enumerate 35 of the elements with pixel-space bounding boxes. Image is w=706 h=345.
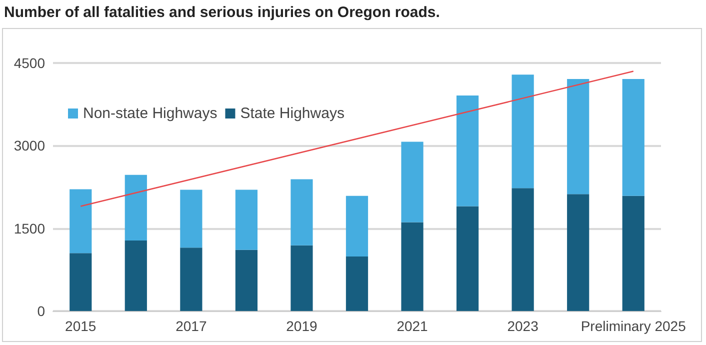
y-tick-label: 1500 [14, 220, 46, 236]
bar [456, 206, 479, 311]
y-tick-label: 4500 [14, 55, 46, 71]
bar [456, 96, 479, 206]
x-tick-label: 2023 [507, 318, 539, 334]
legend-label: Non-state Highways [83, 105, 218, 122]
bar [124, 240, 147, 311]
legend-label: State Highways [240, 105, 344, 122]
bar [70, 189, 92, 254]
bar [346, 196, 368, 256]
bar [180, 248, 202, 311]
y-tick-label: 0 [37, 303, 46, 319]
bar [622, 78, 644, 196]
bar [235, 250, 258, 311]
bar [180, 190, 202, 248]
bar [567, 194, 590, 311]
x-tick-label: 2015 [65, 318, 96, 334]
y-tick-label: 3000 [14, 138, 46, 154]
x-tick-label: Preliminary 2025 [580, 318, 686, 334]
x-tick-label: 2021 [396, 318, 428, 334]
bar [290, 179, 313, 246]
bar [346, 256, 368, 311]
bar [567, 78, 590, 194]
bar [512, 74, 534, 188]
bar [124, 174, 147, 240]
bar [401, 142, 424, 222]
bar [622, 196, 644, 311]
x-tick-label: 2019 [286, 318, 318, 334]
bar [235, 190, 258, 250]
x-tick-label: 2017 [176, 318, 207, 334]
bar [290, 245, 313, 311]
chart-title: Number of all fatalities and serious injuries on Oregon roads. [4, 4, 440, 21]
bar [401, 222, 424, 311]
bar [70, 253, 92, 311]
bar [512, 188, 534, 311]
